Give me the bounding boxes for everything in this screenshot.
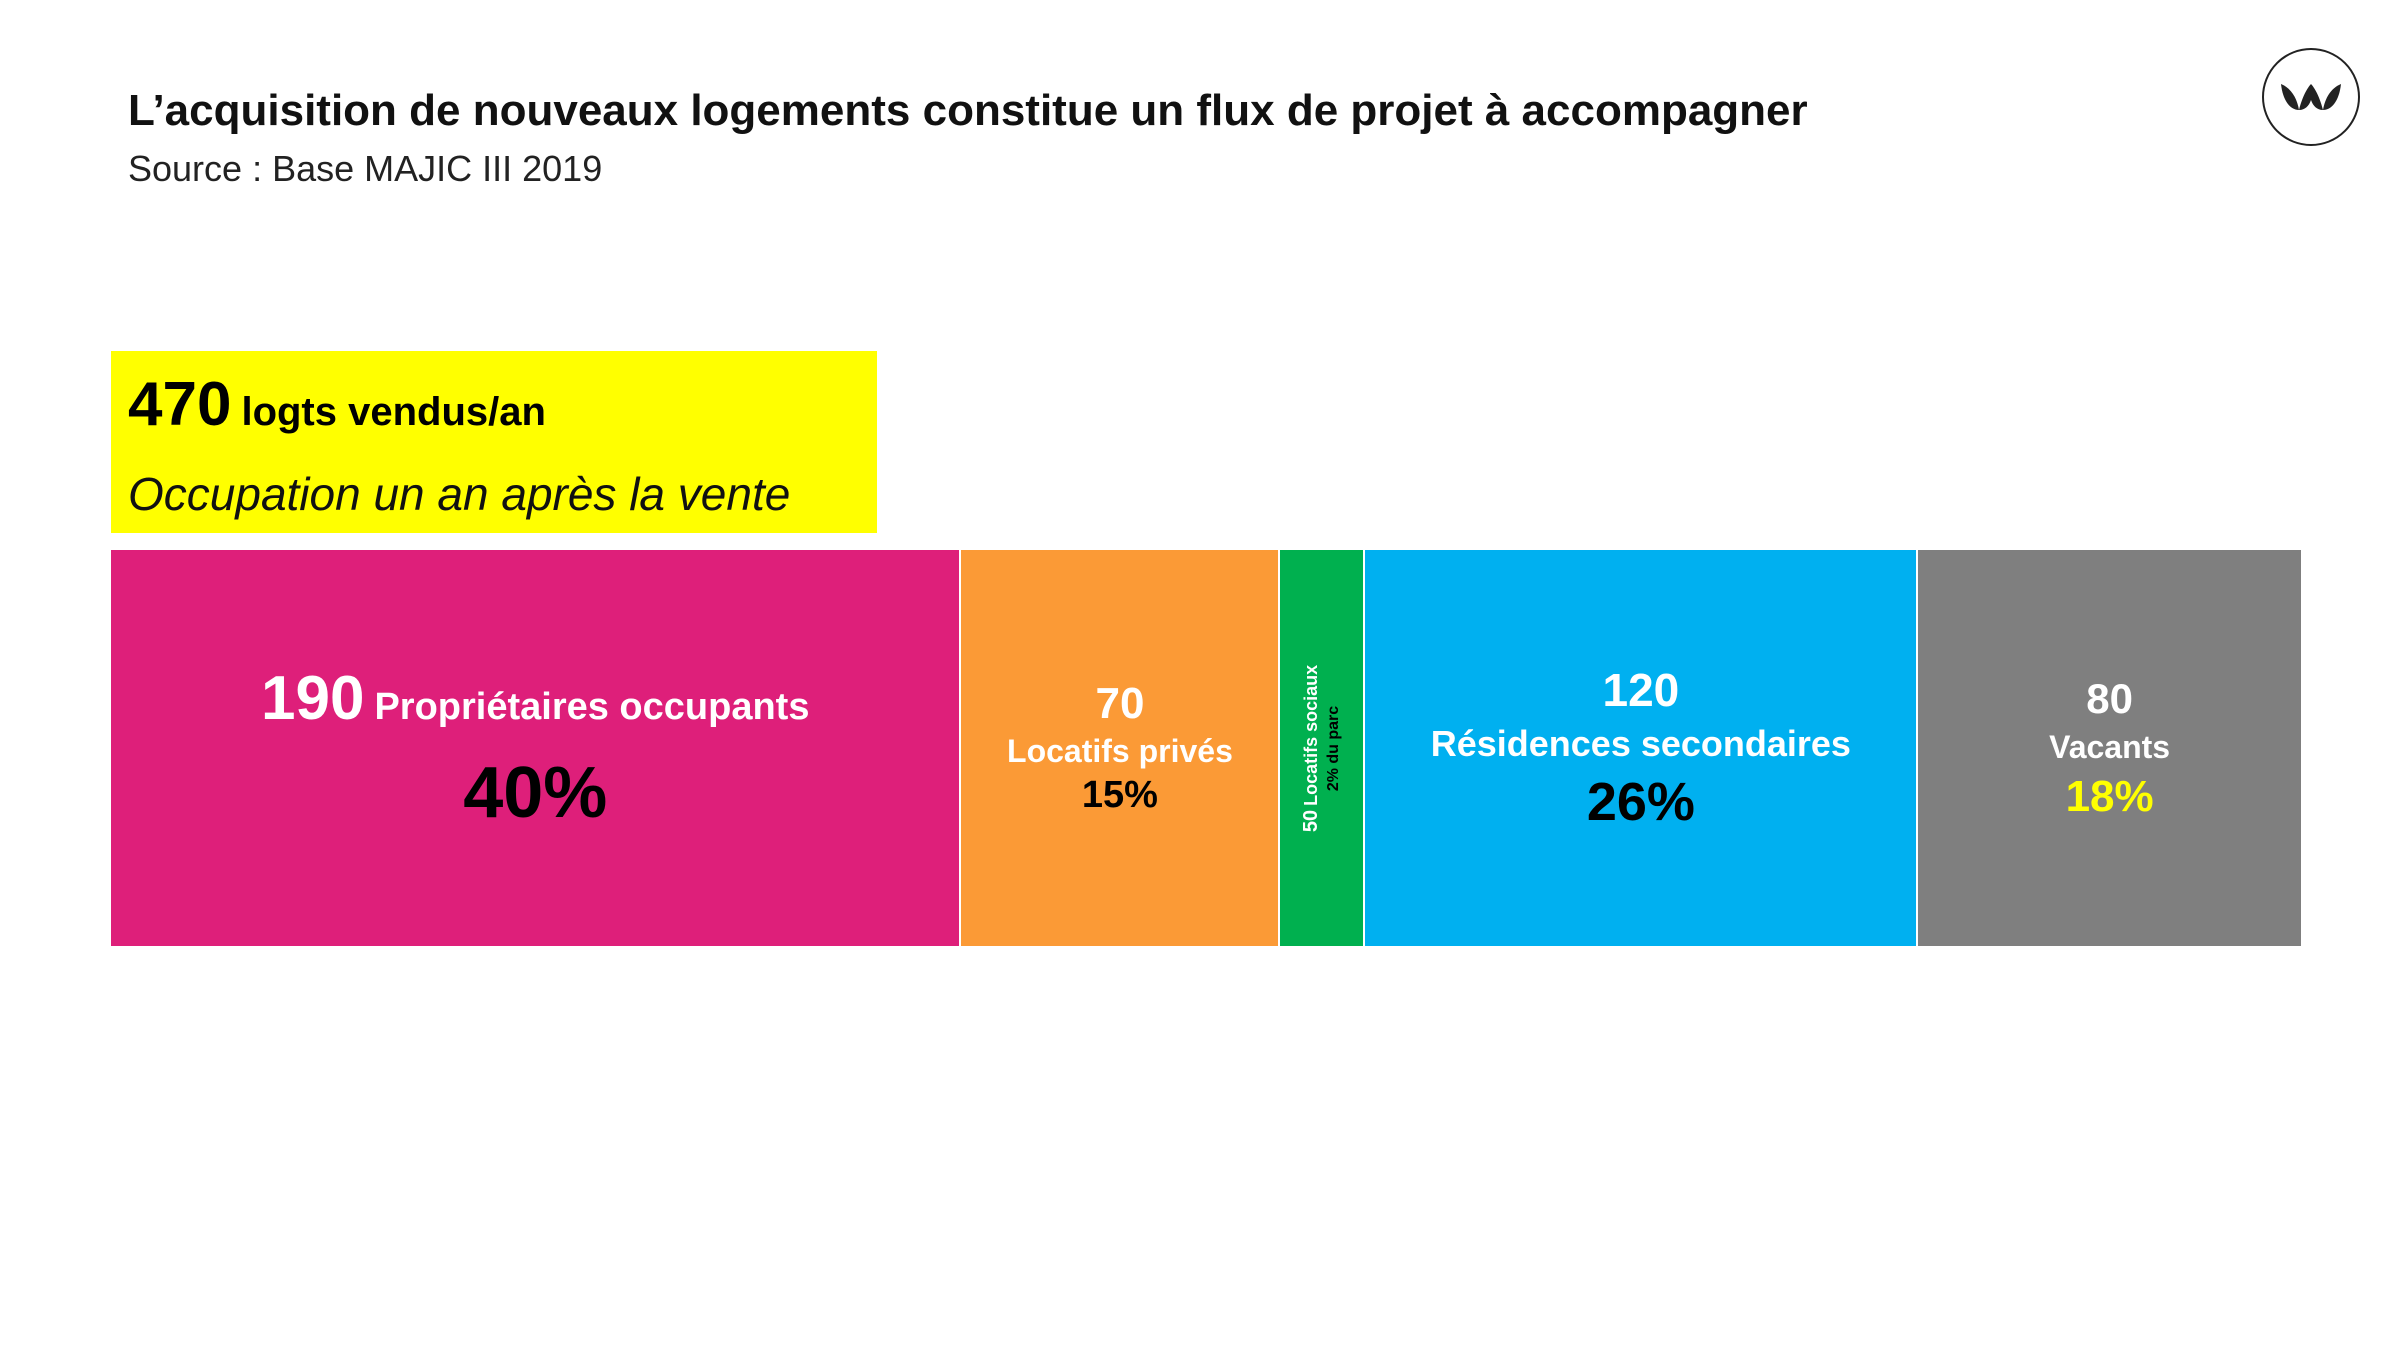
- segment-label: Vacants: [2049, 728, 2171, 765]
- segment-percent: 40%: [463, 752, 608, 833]
- stacked-bar: 190 Propriétaires occupants 40% 70 Locatifs …: [111, 550, 2301, 946]
- segment-rotated-label: 50 Locatifs sociaux 2% du parc: [1300, 664, 1343, 831]
- segment-label: Locatifs privés: [1007, 733, 1233, 769]
- segment-label: Propriétaires occupants: [374, 685, 810, 728]
- callout-caption: Occupation un an après la vente: [128, 468, 791, 520]
- segment-count: 190: [260, 663, 365, 733]
- segment-label: Locatifs sociaux: [1301, 664, 1322, 806]
- bar-segment: 80 Vacants 18%: [1918, 550, 2301, 946]
- segment-count: 80: [2086, 674, 2133, 722]
- segment-heading: 190 Propriétaires occupants: [261, 663, 810, 734]
- page-title: L’acquisition de nouveaux logements cons…: [128, 86, 1808, 135]
- segment-label: Résidences secondaires: [1430, 723, 1851, 764]
- logo: [2262, 48, 2360, 146]
- bar-segment: 70 Locatifs privés 15%: [961, 550, 1281, 946]
- bar-segment: 120 Résidences secondaires 26%: [1365, 550, 1919, 946]
- total-label: logts vendus/an: [241, 390, 546, 434]
- segment-percent: 15%: [1081, 774, 1158, 816]
- segment-percent: 2% du parc: [1325, 705, 1343, 791]
- segment-count: 120: [1602, 664, 1680, 716]
- source-note: Source : Base MAJIC III 2019: [128, 148, 603, 189]
- segment-percent: 18%: [2065, 771, 2154, 821]
- segment-count: 50: [1300, 809, 1323, 832]
- total-callout: 470 logts vendus/an Occupation un an aprè…: [111, 351, 877, 533]
- leaf-logo-icon: [2281, 84, 2341, 110]
- bar-segment: 190 Propriétaires occupants 40%: [111, 550, 962, 946]
- total-number: 470: [128, 370, 232, 439]
- segment-count: 70: [1095, 679, 1145, 728]
- bar-segment: 50 Locatifs sociaux 2% du parc: [1280, 550, 1366, 946]
- segment-percent: 26%: [1586, 772, 1695, 832]
